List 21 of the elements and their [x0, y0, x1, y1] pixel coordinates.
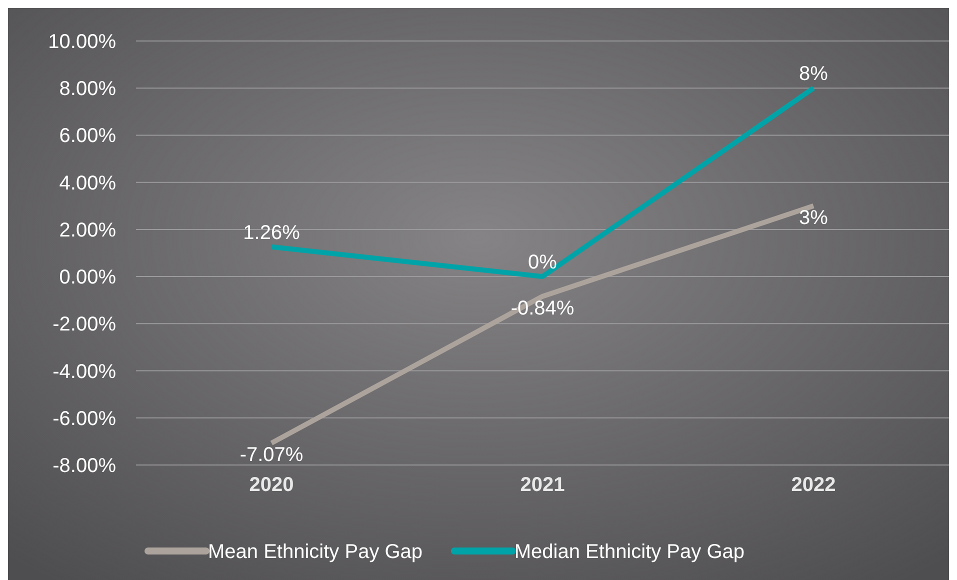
- y-tick-label: 4.00%: [59, 172, 116, 194]
- y-tick-label: -6.00%: [52, 408, 116, 430]
- data-label: -0.84%: [510, 297, 574, 320]
- data-label: -7.07%: [240, 444, 304, 466]
- y-tick-label: 8.00%: [59, 78, 116, 100]
- y-tick-label: 6.00%: [59, 125, 116, 148]
- legend-label: Median Ethnicity Pay Gap: [514, 541, 745, 563]
- y-tick-label: 0.00%: [59, 266, 116, 289]
- x-tick-label: 2022: [791, 474, 836, 496]
- legend-label: Mean Ethnicity Pay Gap: [208, 541, 423, 563]
- data-label: 8%: [799, 63, 828, 86]
- data-label: 0%: [528, 252, 558, 274]
- x-tick-label: 2020: [249, 474, 294, 496]
- y-tick-label: -2.00%: [52, 314, 116, 336]
- y-tick-label: 10.00%: [48, 31, 116, 53]
- x-tick-label: 2021: [520, 474, 565, 496]
- y-tick-label: -8.00%: [52, 455, 116, 477]
- data-label: 3%: [799, 206, 828, 229]
- y-tick-label: 2.00%: [59, 219, 116, 242]
- data-label: 1.26%: [243, 222, 300, 244]
- y-tick-label: -4.00%: [52, 360, 116, 383]
